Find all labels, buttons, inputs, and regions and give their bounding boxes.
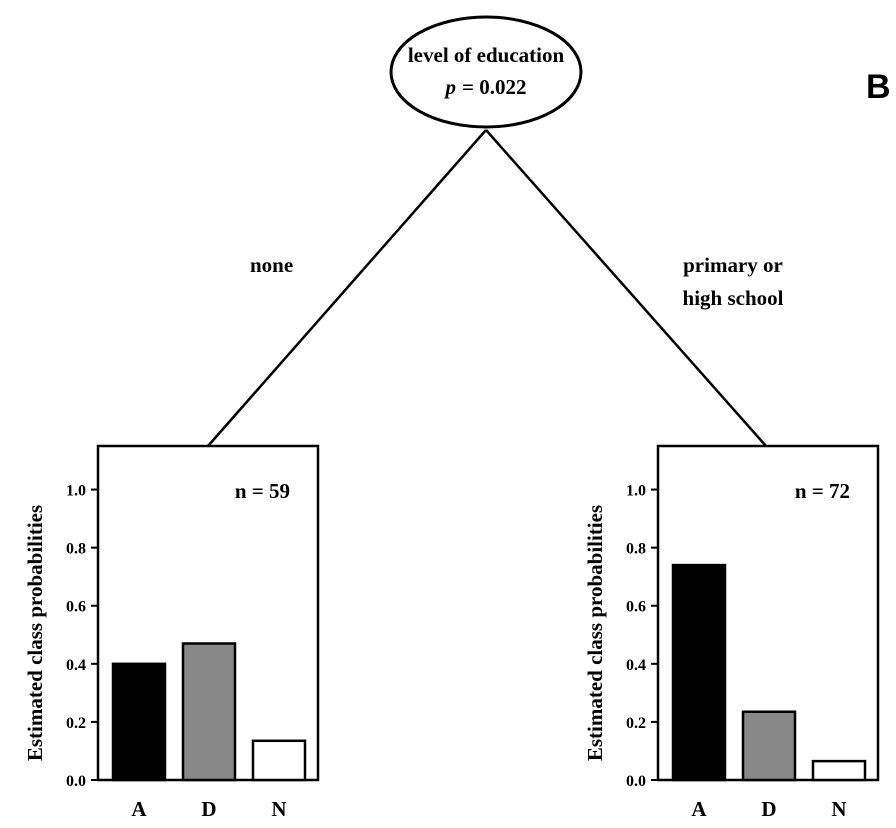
p-value: = 0.022 bbox=[462, 75, 526, 99]
panel-label: B bbox=[866, 68, 891, 106]
y-tick-label: 0.0 bbox=[66, 773, 86, 790]
edge-right bbox=[485, 129, 767, 447]
bar-d bbox=[741, 710, 797, 782]
root-node-title: level of education bbox=[408, 43, 565, 67]
x-tick-label: A bbox=[691, 797, 707, 821]
y-tick-label: 0.4 bbox=[66, 657, 86, 674]
edge-label-right-line1: primary or bbox=[683, 253, 783, 277]
sample-size-label: n = 72 bbox=[795, 479, 850, 503]
x-tick-label: D bbox=[201, 797, 216, 821]
leaf-chart-left: 0.0 0.2 0.4 0.6 0.8 1.0 Estimated class probab… bbox=[23, 444, 320, 821]
x-tick-label: D bbox=[761, 797, 776, 821]
edge-label-right-line2: high school bbox=[683, 286, 784, 310]
y-tick-label: 0.2 bbox=[626, 715, 646, 732]
bar-d bbox=[181, 642, 237, 782]
p-label: p bbox=[444, 75, 457, 99]
x-tick-label: N bbox=[271, 797, 286, 821]
y-axis-label: Estimated class probabilities bbox=[23, 505, 47, 761]
y-tick-label: 0.2 bbox=[66, 715, 86, 732]
bar-a bbox=[671, 563, 727, 782]
y-tick-label: 0.4 bbox=[626, 657, 646, 674]
leaf-chart-right: 0.0 0.2 0.4 0.6 0.8 1.0 Estimated class probab… bbox=[583, 444, 880, 821]
x-tick-label: A bbox=[131, 797, 147, 821]
root-node: level of education p = 0.022 bbox=[389, 15, 583, 129]
bar-a bbox=[111, 662, 167, 782]
root-node-ellipse bbox=[389, 15, 583, 129]
x-tick-label: N bbox=[831, 797, 846, 821]
y-tick-label: 0.0 bbox=[626, 773, 646, 790]
y-tick-label: 1.0 bbox=[626, 483, 646, 500]
edge-label-left: none bbox=[250, 253, 293, 277]
y-axis-label: Estimated class probabilities bbox=[583, 505, 607, 761]
root-node-pvalue: p = 0.022 bbox=[444, 75, 527, 99]
y-tick-label: 0.6 bbox=[66, 599, 86, 616]
y-tick-label: 1.0 bbox=[66, 483, 86, 500]
edge-left bbox=[207, 129, 487, 447]
y-tick-label: 0.8 bbox=[626, 541, 646, 558]
y-tick-label: 0.8 bbox=[66, 541, 86, 558]
bar-n bbox=[811, 759, 867, 782]
sample-size-label: n = 59 bbox=[235, 479, 290, 503]
bar-n bbox=[251, 739, 307, 782]
y-tick-label: 0.6 bbox=[626, 599, 646, 616]
